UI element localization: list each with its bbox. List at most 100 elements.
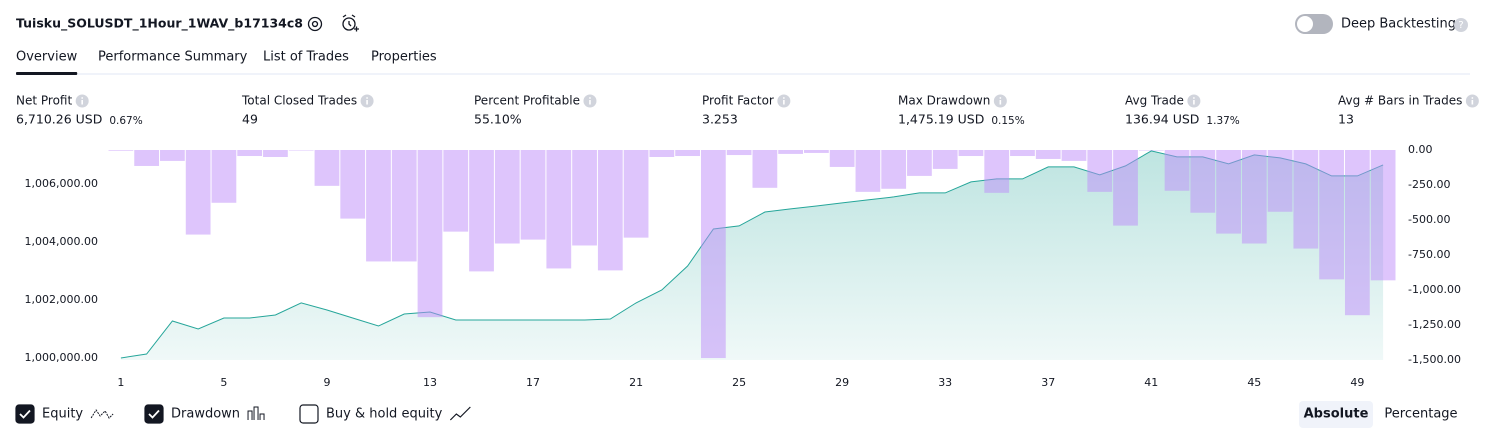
- legend-icon: [247, 406, 265, 420]
- info-icon-mark: [81, 100, 83, 105]
- help-icon[interactable]: ?: [1454, 18, 1468, 32]
- legend-icon: [449, 406, 471, 421]
- metric-label: Avg # Bars in Trades: [1338, 94, 1462, 108]
- x-tick-label: 21: [629, 376, 643, 389]
- drawdown-bar: [829, 150, 855, 167]
- legend-label[interactable]: Buy & hold equity: [326, 407, 443, 422]
- x-tick-label: 33: [938, 376, 952, 389]
- legend-label[interactable]: Equity: [42, 407, 83, 422]
- deep-backtesting-toggle[interactable]: [1295, 14, 1333, 34]
- drawdown-bar: [726, 150, 752, 156]
- drawdown-bar: [597, 150, 623, 271]
- mode-button[interactable]: Percentage: [1384, 407, 1457, 422]
- drawdown-bar: [675, 150, 700, 157]
- legend-label[interactable]: Drawdown: [171, 407, 240, 422]
- drawdown-bar: [1344, 150, 1370, 316]
- drawdown-bar: [932, 150, 958, 169]
- drawdown-bar: [340, 150, 366, 219]
- drawdown-bar: [572, 150, 597, 246]
- metric-sub: 0.67%: [109, 115, 142, 127]
- info-icon-mark: [999, 100, 1002, 105]
- info-icon-mark: [366, 100, 368, 105]
- drawdown-bar: [1138, 150, 1164, 151]
- drawdown-bar: [649, 150, 675, 157]
- drawdown-bar: [1113, 150, 1138, 226]
- x-tick-label: 1: [117, 376, 124, 389]
- checkmark: [148, 409, 160, 419]
- checkbox[interactable]: [144, 404, 164, 424]
- settings-icon[interactable]: [307, 16, 323, 32]
- x-tick-label: 49: [1350, 376, 1364, 389]
- alert-icon[interactable]: [342, 14, 359, 32]
- drawdown-bar: [984, 150, 1010, 193]
- metric-value: 6,710.26 USD: [16, 112, 102, 127]
- tab[interactable]: List of Trades: [263, 50, 349, 65]
- drawdown-bar: [185, 150, 211, 235]
- drawdown-bar: [1190, 150, 1216, 213]
- drawdown-bar: [855, 150, 881, 192]
- drawdown-bar: [1267, 150, 1293, 212]
- drawdown-bar: [1216, 150, 1241, 234]
- metric-value: 13: [1338, 112, 1354, 127]
- info-icon-dot: [1193, 97, 1195, 99]
- checkbox[interactable]: [15, 404, 35, 424]
- y2-tick-label: -1,250.00: [1408, 318, 1461, 331]
- info-icon-dot: [589, 97, 591, 99]
- metric-value: 1,475.19 USD: [898, 112, 984, 127]
- checkmark: [19, 409, 31, 419]
- drawdown-bar: [1087, 150, 1113, 192]
- info-icon-mark: [1193, 100, 1195, 105]
- x-tick-label: 41: [1144, 376, 1158, 389]
- drawdown-bar: [443, 150, 469, 232]
- drawdown-bar: [1293, 150, 1319, 249]
- y2-tick-label: -1,000.00: [1408, 283, 1461, 296]
- metric-value: 136.94 USD: [1125, 112, 1199, 127]
- info-icon-dot: [366, 97, 368, 99]
- info-icon-dot: [81, 97, 84, 99]
- strategy-title: Tuisku_SOLUSDT_1Hour_1WAV_b17134c8: [16, 16, 303, 32]
- drawdown-bar: [1164, 150, 1190, 191]
- equity-area: [120, 150, 1384, 360]
- tab[interactable]: Overview: [16, 50, 78, 65]
- drawdown-bar: [417, 150, 443, 318]
- tab[interactable]: Properties: [371, 50, 437, 65]
- metric-label: Profit Factor: [702, 94, 774, 108]
- x-tick-label: 29: [835, 376, 849, 389]
- metric-sub: 0.15%: [991, 115, 1024, 127]
- legend-icon: [90, 409, 114, 419]
- x-tick-label: 45: [1247, 376, 1261, 389]
- drawdown-bar: [958, 150, 984, 157]
- x-tick-label: 5: [220, 376, 227, 389]
- metric-label: Net Profit: [16, 94, 72, 108]
- drawdown-bar: [160, 150, 185, 161]
- checkbox[interactable]: [299, 404, 319, 424]
- metric-label: Total Closed Trades: [241, 94, 357, 108]
- drawdown-bar: [623, 150, 649, 238]
- drawdown-bar: [907, 150, 932, 176]
- mode-button[interactable]: Absolute: [1304, 407, 1369, 422]
- y-tick-label: 1,002,000.00: [25, 293, 98, 306]
- x-tick-label: 9: [323, 376, 330, 389]
- drawdown-bar: [366, 150, 391, 262]
- tab-divider: [16, 73, 1470, 75]
- info-icon-dot: [999, 97, 1002, 99]
- y2-tick-label: -500.00: [1408, 213, 1450, 226]
- y2-tick-label: -1,500.00: [1408, 353, 1461, 366]
- drawdown-bar: [752, 150, 778, 188]
- drawdown-bar: [1010, 150, 1035, 157]
- mode-button-bg: [1299, 401, 1373, 428]
- tab[interactable]: Performance Summary: [98, 50, 248, 65]
- drawdown-bar: [134, 150, 160, 166]
- y-tick-label: 1,004,000.00: [25, 235, 98, 248]
- metric-value: 3.253: [702, 112, 738, 127]
- drawdown-bar: [1035, 150, 1061, 159]
- info-icon-mark: [783, 100, 785, 105]
- y-tick-label: 1,006,000.00: [25, 177, 98, 190]
- drawdown-bar: [1319, 150, 1344, 280]
- drawdown-bar: [391, 150, 417, 262]
- metric-label: Avg Trade: [1125, 94, 1184, 108]
- y2-tick-label: -250.00: [1408, 178, 1450, 191]
- svg-text:?: ?: [1458, 20, 1463, 31]
- y2-tick-label: 0.00: [1408, 143, 1433, 156]
- drawdown-bar: [469, 150, 494, 272]
